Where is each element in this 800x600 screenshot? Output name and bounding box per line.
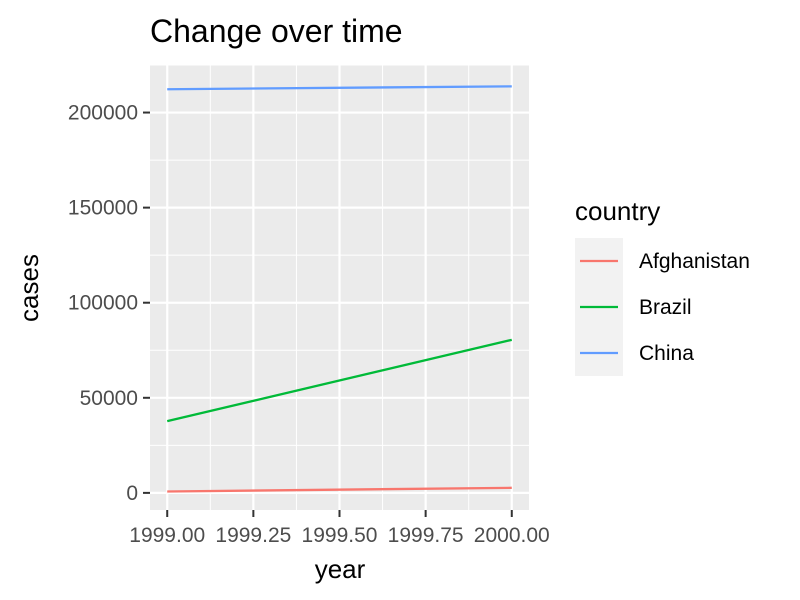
x-axis: 1999.00 1999.25 1999.50 1999.75 2000.00: [129, 510, 550, 547]
y-tick-label: 200000: [68, 102, 138, 125]
series-lines: [166, 85, 513, 493]
x-tick-label: 1999.25: [215, 524, 291, 547]
y-axis-title: cases: [14, 254, 44, 322]
chart-title: Change over time: [150, 13, 403, 49]
legend: country Afghanistan Brazil China: [575, 196, 750, 376]
legend-label: Brazil: [639, 296, 692, 319]
x-tick-label: 1999.00: [129, 524, 205, 547]
x-tick-label: 2000.00: [474, 524, 550, 547]
x-axis-title: year: [315, 554, 366, 584]
y-tick-label: 0: [126, 482, 138, 505]
x-tick-label: 1999.75: [388, 524, 464, 547]
y-tick-label: 150000: [68, 197, 138, 220]
y-tick-label: 100000: [68, 292, 138, 315]
y-axis: 0 50000 100000 150000 200000: [68, 102, 150, 505]
legend-title: country: [575, 196, 660, 226]
series-line-china: [167, 85, 512, 91]
legend-label: Afghanistan: [639, 250, 750, 273]
series-line-afghanistan: [167, 486, 512, 493]
x-tick-label: 1999.50: [302, 524, 378, 547]
legend-label: China: [639, 342, 694, 365]
grid-major: [150, 65, 529, 510]
legend-items: Afghanistan Brazil China: [580, 250, 750, 365]
y-tick-label: 50000: [80, 387, 138, 410]
series-line-brazil: [166, 338, 513, 423]
